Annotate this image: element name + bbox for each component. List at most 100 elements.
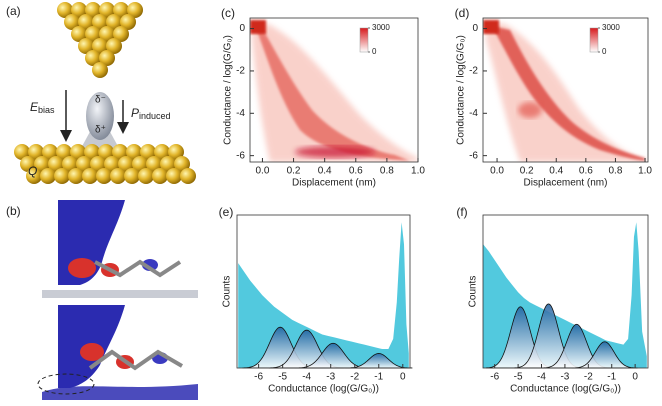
gold-atom <box>56 144 72 160</box>
x-tick-label: 0.4 <box>318 166 332 177</box>
gold-atom <box>113 26 129 42</box>
gaussian-fit <box>571 341 638 369</box>
gold-atom <box>180 168 196 184</box>
e-bias-label: Ebias <box>30 100 55 115</box>
q-label: Q <box>28 164 37 178</box>
gold-atom <box>110 168 126 184</box>
gold-atom <box>78 38 94 54</box>
gold-atom <box>99 26 115 42</box>
gold-atom <box>85 26 101 42</box>
gold-atom <box>132 156 148 172</box>
x-axis-title: Conductance (log(G/G₀)) <box>268 384 379 395</box>
gold-surface <box>14 144 196 184</box>
colorbar-label: 0 <box>372 47 377 56</box>
gold-atom <box>62 156 78 172</box>
density-map <box>483 20 645 162</box>
panel-a: (a) Ebias Pinduced δ⁻ δ⁺ Q <box>6 2 196 184</box>
delta-plus: δ⁺ <box>95 125 106 136</box>
gold-atom <box>127 2 143 18</box>
x-axis-title: Conductance (log(G/G₀)) <box>510 384 621 395</box>
x-tick-label: 0.0 <box>490 166 504 177</box>
symbol: E <box>30 100 39 114</box>
y-tick-label: 0 <box>239 23 245 34</box>
x-tick-label: 0.0 <box>255 166 269 177</box>
gold-atom <box>96 168 112 184</box>
molecule-ellipsoid <box>86 92 114 140</box>
gold-atom <box>106 14 122 30</box>
gold-atom <box>104 156 120 172</box>
orbital <box>80 343 104 361</box>
gold-atom <box>126 144 142 160</box>
gold-atom <box>152 168 168 184</box>
panel-label: (b) <box>6 204 21 218</box>
delta-minus: δ⁻ <box>95 95 106 106</box>
plot-frame <box>249 17 419 163</box>
y-axis-title: Conductance / log(G/G₀) <box>223 35 234 145</box>
gold-atom <box>71 2 87 18</box>
panel-label: (a) <box>6 4 21 18</box>
panel-label: (e) <box>219 205 234 219</box>
x-tick-label: -1 <box>607 372 616 383</box>
gold-atom <box>26 168 42 184</box>
plot-frame <box>482 214 649 369</box>
x-tick-label: -3 <box>560 372 569 383</box>
gold-atom <box>85 50 101 66</box>
gold-atom <box>14 144 30 160</box>
gold-atom <box>99 50 115 66</box>
y-tick-label: -4 <box>236 108 245 119</box>
x-tick-label: 1.0 <box>411 166 425 177</box>
gold-atom <box>166 168 182 184</box>
x-tick-label: -6 <box>490 372 499 383</box>
plot-frame <box>482 17 649 163</box>
x-axis-title: Displacement (nm) <box>524 178 608 189</box>
gold-atom <box>28 144 44 160</box>
x-tick-label: -5 <box>514 372 523 383</box>
plot-frame <box>236 214 411 369</box>
symbol: P <box>131 106 139 120</box>
gold-atom <box>112 144 128 160</box>
x-tick-label: 0.2 <box>520 166 534 177</box>
gold-atom <box>48 156 64 172</box>
x-tick-label: 0.2 <box>287 166 301 177</box>
orbital <box>68 258 96 278</box>
gold-atom <box>90 156 106 172</box>
gold-atom <box>40 168 56 184</box>
y-axis-title: Conductance / log(G/G₀) <box>456 35 467 145</box>
colorbar-label: 3000 <box>372 23 390 32</box>
x-tick-label: -5 <box>278 372 287 383</box>
surface-density <box>42 384 198 400</box>
x-tick-label: -2 <box>350 372 359 383</box>
gold-atom <box>92 62 108 78</box>
x-tick-label: -2 <box>584 372 593 383</box>
gold-atom <box>82 168 98 184</box>
x-tick-label: 0.8 <box>380 166 394 177</box>
y-tick-label: -6 <box>469 150 478 161</box>
gold-atom <box>106 38 122 54</box>
gold-atom <box>85 2 101 18</box>
x-tick-label: 0.6 <box>579 166 593 177</box>
x-tick-label: -1 <box>374 372 383 383</box>
gaussian-fit <box>345 353 413 369</box>
gold-tip <box>57 2 143 78</box>
subscript: induced <box>139 111 171 121</box>
surface <box>42 290 198 298</box>
colorbar-label: 3000 <box>602 23 620 32</box>
y-tick-label: -2 <box>469 66 478 77</box>
y-axis-title: Counts <box>468 276 479 308</box>
gold-atom <box>124 168 140 184</box>
y-tick-label: -2 <box>236 66 245 77</box>
gold-atom <box>20 156 36 172</box>
gold-atom <box>78 14 94 30</box>
gold-atom <box>57 2 73 18</box>
gold-atom <box>140 144 156 160</box>
gold-atom <box>154 144 170 160</box>
gold-atom <box>64 14 80 30</box>
y-tick-label: -4 <box>469 108 478 119</box>
colorbar-label: 0 <box>602 47 607 56</box>
panel-label: (c) <box>221 6 235 20</box>
x-tick-label: 0.6 <box>349 166 363 177</box>
gold-atom <box>160 156 176 172</box>
gold-atom <box>34 156 50 172</box>
gold-atom <box>68 168 84 184</box>
